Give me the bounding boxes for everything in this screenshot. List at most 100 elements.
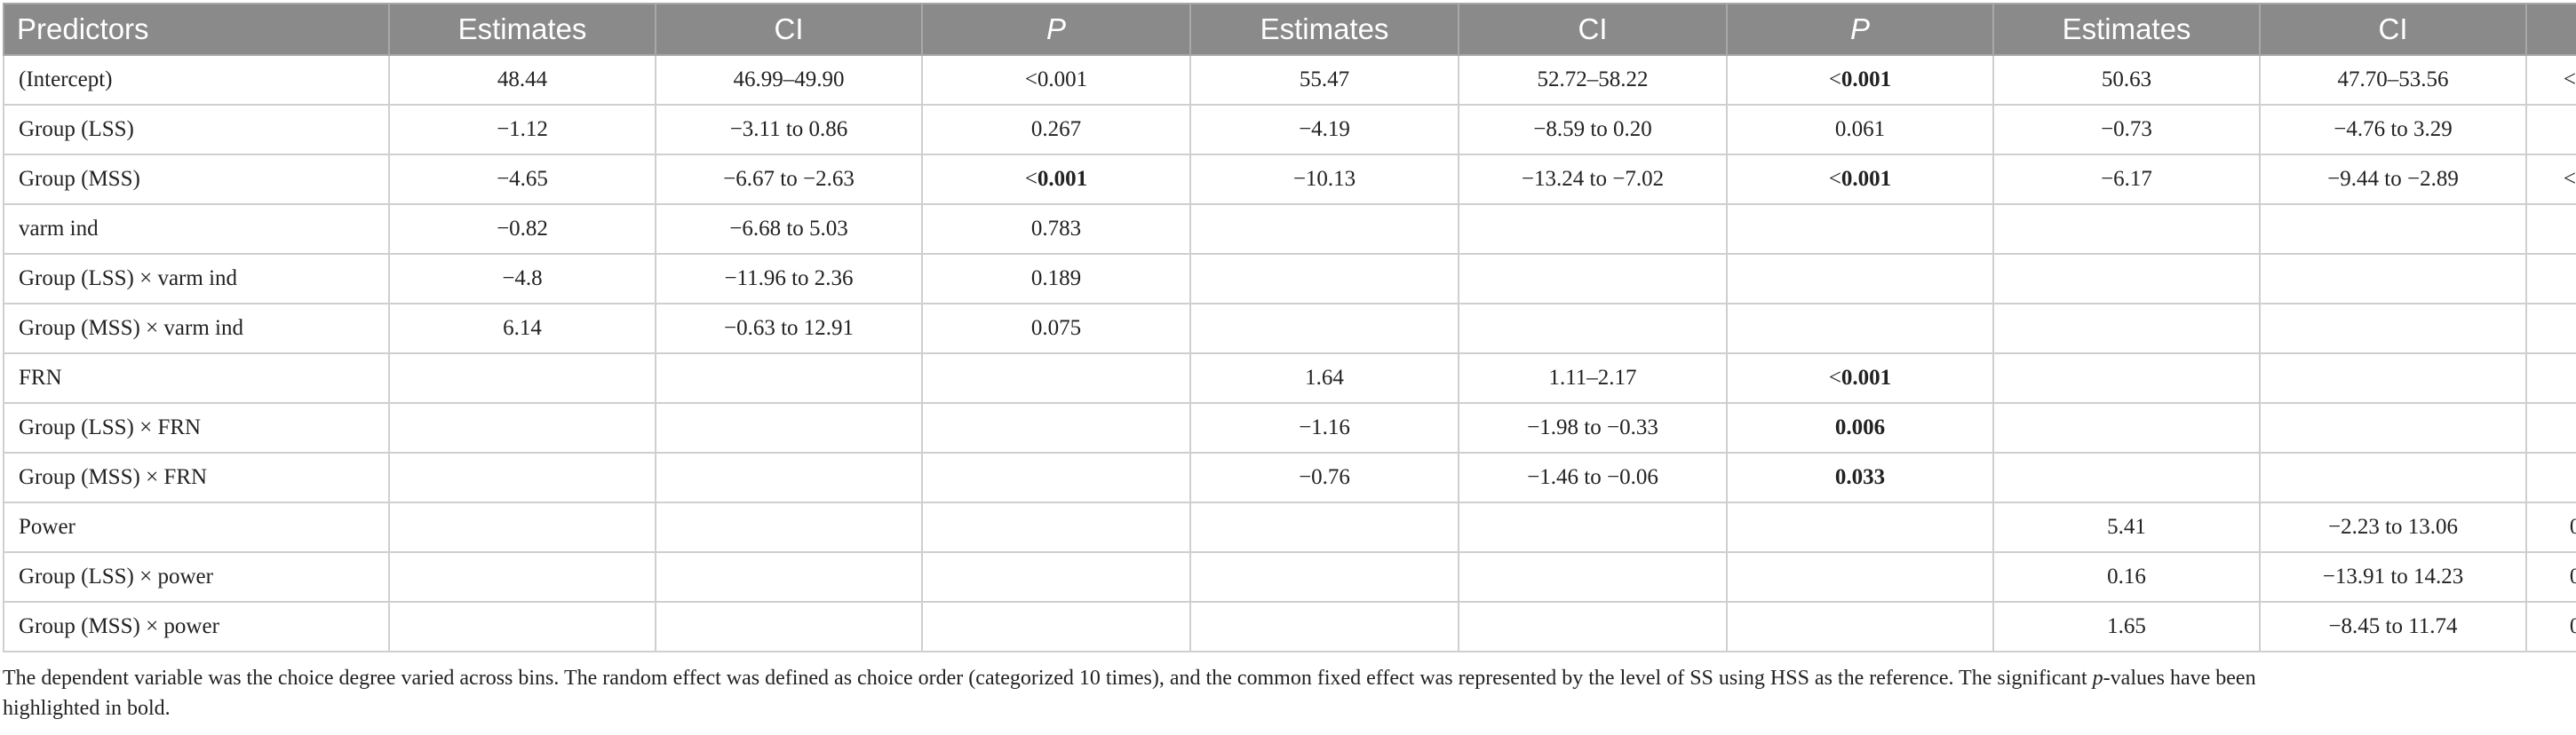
table-cell [1726,203,1994,255]
table-cell: <0.001 [921,54,1191,106]
table-cell [921,402,1191,454]
table-cell [1458,303,1728,354]
cell-text: −8.59 to 0.20 [1533,117,1652,141]
table-cell [2525,303,2576,354]
table-cell [1458,601,1728,652]
table-cell: 47.70–53.56 [2259,54,2527,106]
table-cell [1189,303,1459,354]
table-cell: 1.65 [1992,601,2261,652]
table-row: Group (MSS) × power 1.65 −8.45 to 11.74 0.7… [3,601,2576,652]
table-row: Group (LSS) −1.12 −3.11 to 0.86 0.267 −4.19 −… [3,104,2576,155]
table-body: (Intercept) 48.44 46.99–49.90 <0.001 55.47 52… [3,54,2576,652]
table-cell [655,452,923,503]
cell-text: −1.46 to −0.06 [1527,465,1658,489]
cell-text: −0.73 [2101,117,2152,141]
table-cell [2259,452,2527,503]
table-cell: 0.075 [921,303,1191,354]
table-row: FRN 1.64 1.11–2.17 <0.001 [3,352,2576,404]
table-cell [388,551,656,603]
cell-text: 0.267 [1030,117,1082,141]
table-cell [1726,303,1994,354]
table-cell [388,402,656,454]
table-cell [1726,253,1994,304]
table-cell [388,352,656,404]
table-cell: −2.23 to 13.06 [2259,502,2527,553]
predictor-label: Group (MSS) [3,154,390,205]
table-cell [1992,352,2261,404]
table-row: (Intercept) 48.44 46.99–49.90 <0.001 55.47 52… [3,54,2576,106]
predictor-label: FRN [3,352,390,404]
table-row: varm ind −0.82 −6.68 to 5.03 0.783 [3,203,2576,255]
table-cell: 5.41 [1992,502,2261,553]
cell-text: −4.8 [502,266,543,290]
table-cell [1458,502,1728,553]
table-cell: 0.749 [2525,601,2576,652]
table-cell: 0.033 [1726,452,1994,503]
header-ci-3: CI [2259,3,2527,56]
predictor-label: Group (LSS) × varm ind [3,253,390,304]
table-cell: −11.96 to 2.36 [655,253,923,304]
header-estimates-2: Estimates [1189,3,1459,56]
table-row: Group (MSS) × FRN −0.76 −1.46 to −0.06 0.03… [3,452,2576,503]
table-cell [2525,253,2576,304]
table-cell: −9.44 to −2.89 [2259,154,2527,205]
table-cell: −6.68 to 5.03 [655,203,923,255]
cell-text: −2.23 to 13.06 [2327,515,2459,539]
table-cell: 50.63 [1992,54,2261,106]
table-cell: −1.98 to −0.33 [1458,402,1728,454]
header-ci-2: CI [1458,3,1728,56]
predictor-label: Group (LSS) × FRN [3,402,390,454]
cell-text: −4.65 [497,167,548,191]
cell-text: 0.749 [2569,614,2576,638]
cell-text: −13.91 to 14.23 [2322,565,2464,589]
table-cell: −13.91 to 14.23 [2259,551,2527,603]
table-cell: −13.24 to −7.02 [1458,154,1728,205]
table-cell [2525,352,2576,404]
cell-text: −6.68 to 5.03 [729,217,848,241]
table-cell: 55.47 [1189,54,1459,106]
table-cell [2259,303,2527,354]
table-cell: 48.44 [388,54,656,106]
predictor-label: Group (MSS) × varm ind [3,303,390,354]
table-cell [655,601,923,652]
cell-text: 5.41 [2107,515,2146,539]
table-cell: 0.165 [2525,502,2576,553]
table-cell: 0.267 [921,104,1191,155]
table-cell: −1.46 to −0.06 [1458,452,1728,503]
cell-text: −0.63 to 12.91 [723,316,855,340]
table-cell: 0.189 [921,253,1191,304]
cell-text: −4.19 [1299,117,1350,141]
cell-text: 50.63 [2101,67,2152,91]
cell-text: 0.783 [1030,217,1082,241]
table-cell: −1.12 [388,104,656,155]
cell-text: 52.72–58.22 [1537,67,1649,91]
header-ci-1: CI [655,3,923,56]
cell-text: 47.70–53.56 [2337,67,2449,91]
table-cell: <0.001 [1726,352,1994,404]
cell-text: −11.96 to 2.36 [724,266,854,290]
table-row: Power 5.41 −2.23 to 13.06 0.165 [3,502,2576,553]
table-cell [2259,253,2527,304]
results-table: Predictors Estimates CI P Estimates CI P… [3,3,2576,652]
table-row: Group (LSS) × FRN −1.16 −1.98 to −0.33 0.00… [3,402,2576,454]
predictor-label: (Intercept) [3,54,390,106]
table-cell: 0.16 [1992,551,2261,603]
table-cell: <0.001 [1726,54,1994,106]
header-p-3: P [2525,3,2576,56]
table-cell [921,551,1191,603]
table-cell: 0.006 [1726,402,1994,454]
table-cell: −4.76 to 3.29 [2259,104,2527,155]
cell-text: 0.16 [2107,565,2146,589]
table-row: Group (MSS) −4.65 −6.67 to −2.63 <0.001 −10.… [3,154,2576,205]
table-cell [1992,203,2261,255]
table-cell [388,601,656,652]
header-p-2: P [1726,3,1994,56]
table-cell [1726,601,1994,652]
table-cell: <0.001 [1726,154,1994,205]
cell-bold-value: 0.006 [1834,415,1886,439]
table-cell: −6.67 to −2.63 [655,154,923,205]
cell-text: −0.76 [1299,465,1350,489]
predictor-label: Group (LSS) × power [3,551,390,603]
table-cell [921,352,1191,404]
table-cell: −3.11 to 0.86 [655,104,923,155]
